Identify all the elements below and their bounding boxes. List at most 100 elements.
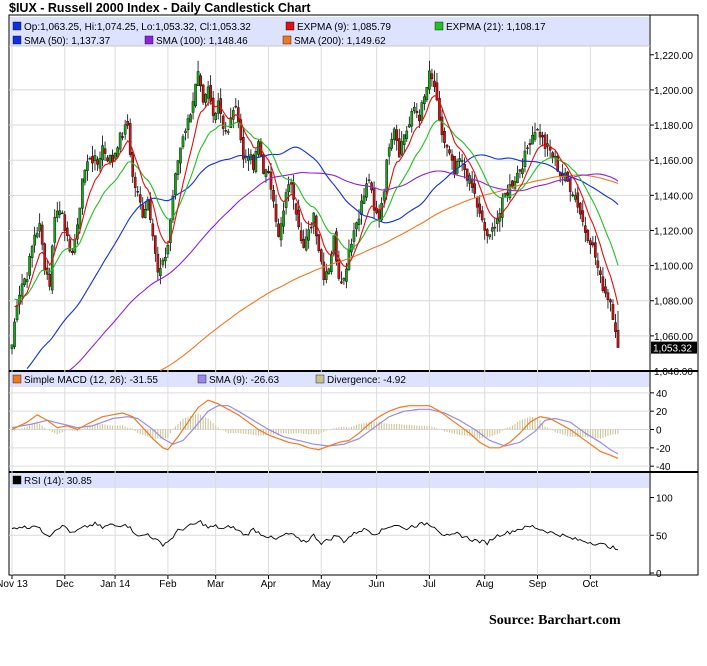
candle-down xyxy=(156,253,160,273)
candle-down xyxy=(103,148,107,154)
candle-up xyxy=(98,158,102,169)
candle-up xyxy=(169,219,172,243)
candle-up xyxy=(113,153,117,159)
candle-up xyxy=(15,305,19,321)
candle-down xyxy=(415,110,419,114)
x-tick-label: Apr xyxy=(261,579,277,590)
candle-up xyxy=(30,246,34,259)
x-tick-label: Jul xyxy=(423,579,436,590)
candle-down xyxy=(91,156,94,164)
candle-down xyxy=(433,80,436,88)
price-tick-label: 1,080.00 xyxy=(654,297,693,308)
candle-up xyxy=(460,160,464,162)
candle-up xyxy=(531,135,534,145)
legend-sma100-swatch xyxy=(144,35,154,45)
candle-down xyxy=(96,159,99,165)
candle-down xyxy=(289,182,293,185)
source-credit: Source: Barchart.com xyxy=(489,613,621,628)
candle-down xyxy=(148,199,152,220)
candle-up xyxy=(179,147,182,164)
candle-up xyxy=(367,179,371,181)
candle-up xyxy=(458,158,461,162)
candle-down xyxy=(571,194,575,196)
candle-down xyxy=(126,121,129,126)
legend-macd-swatch xyxy=(12,374,22,384)
macd-legend-band xyxy=(10,372,649,387)
rsi-legend-band xyxy=(10,473,649,488)
rsi-tick-label: 100 xyxy=(656,494,673,505)
candle-down xyxy=(274,204,278,222)
candle-down xyxy=(88,158,92,160)
candle-down xyxy=(551,152,554,158)
candle-up xyxy=(332,235,336,255)
candle-down xyxy=(40,224,44,245)
candle-down xyxy=(450,154,454,161)
candle-up xyxy=(33,234,36,246)
candle-down xyxy=(252,155,255,170)
candle-up xyxy=(307,229,311,241)
candle-down xyxy=(578,202,582,215)
candle-up xyxy=(226,131,230,133)
candle-up xyxy=(405,130,409,139)
candle-up xyxy=(523,150,527,167)
candle-up xyxy=(347,249,351,270)
candle-up xyxy=(108,154,112,163)
candle-down xyxy=(239,119,243,141)
candle-down xyxy=(430,73,434,80)
candle-up xyxy=(174,173,177,196)
macd-tick-label: -20 xyxy=(656,444,671,455)
candle-up xyxy=(191,101,195,113)
candle-down xyxy=(528,143,532,146)
candle-down xyxy=(589,240,592,245)
candle-down xyxy=(448,149,451,154)
legend-sma50-swatch xyxy=(12,35,22,45)
candle-down xyxy=(219,98,223,114)
macd-signal-line xyxy=(11,405,619,455)
candle-up xyxy=(146,199,150,211)
candle-up xyxy=(287,184,290,193)
candle-up xyxy=(101,145,104,161)
candle-up xyxy=(143,209,147,218)
candle-down xyxy=(319,249,323,262)
x-tick-label: Jun xyxy=(369,579,385,590)
candle-down xyxy=(141,204,145,218)
chart-title: $IUX - Russell 2000 Index - Daily Candle… xyxy=(9,1,311,15)
candle-up xyxy=(513,181,517,190)
rsi-tick-label: 0 xyxy=(656,569,662,580)
candle-up xyxy=(553,155,557,158)
candle-up xyxy=(563,172,567,182)
candle-up xyxy=(86,161,89,171)
candle-down xyxy=(418,114,421,122)
macd-tick-label: 40 xyxy=(656,389,668,400)
legend-ohlc-swatch xyxy=(12,21,22,31)
candle-up xyxy=(171,195,175,220)
candle-down xyxy=(68,239,72,252)
x-tick-label: Oct xyxy=(583,579,599,590)
legend-sma200: SMA (200): 1,149.62 xyxy=(294,36,386,47)
candle-down xyxy=(242,137,245,160)
candle-down xyxy=(611,304,615,320)
candle-up xyxy=(402,134,406,145)
candle-up xyxy=(526,147,529,149)
legend-macd-signal-swatch xyxy=(197,374,207,384)
candle-up xyxy=(93,155,97,162)
candle-up xyxy=(304,236,308,251)
candle-up xyxy=(23,278,26,285)
chart-background xyxy=(8,14,699,576)
candle-down xyxy=(606,292,610,300)
candle-down xyxy=(48,273,52,287)
candle-up xyxy=(10,344,14,349)
sma200-line xyxy=(160,174,619,371)
candle-down xyxy=(463,163,466,170)
last-price-label: 1,053.32 xyxy=(653,344,692,355)
candle-up xyxy=(204,94,207,103)
candle-down xyxy=(322,261,326,280)
x-tick-label: Jan 14 xyxy=(100,579,130,590)
candle-down xyxy=(133,176,137,188)
x-tick-label: Sep xyxy=(529,579,547,590)
legend-rsi-swatch xyxy=(12,475,22,485)
candle-down xyxy=(372,188,376,211)
candle-up xyxy=(20,283,24,297)
candle-down xyxy=(395,129,399,141)
candle-up xyxy=(176,160,180,175)
